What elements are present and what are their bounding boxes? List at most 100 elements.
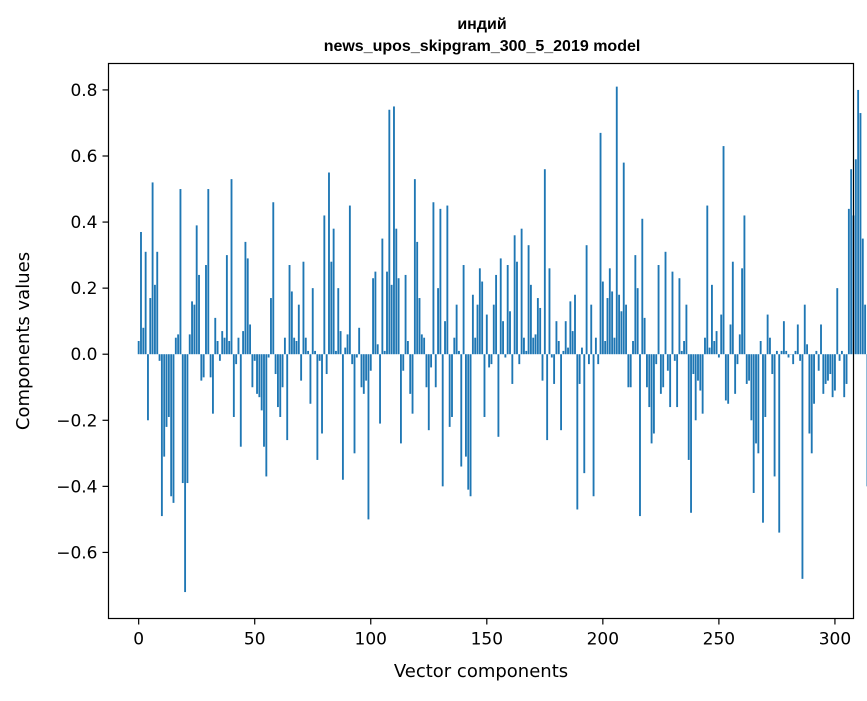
bar: [463, 265, 465, 354]
bar: [667, 354, 669, 371]
bar: [660, 354, 662, 394]
bar: [753, 354, 755, 493]
bar: [669, 354, 671, 407]
bar: [827, 354, 829, 380]
bar: [716, 331, 718, 354]
bar: [769, 338, 771, 355]
bar: [161, 354, 163, 516]
bar: [316, 354, 318, 460]
bar: [558, 341, 560, 354]
bar: [839, 354, 841, 361]
bar: [379, 354, 381, 423]
bar: [400, 354, 402, 443]
y-tick-label: −0.6: [56, 543, 97, 563]
bar: [697, 354, 699, 380]
bar: [542, 354, 544, 380]
bar: [864, 305, 866, 355]
bar: [674, 354, 676, 361]
bar: [221, 331, 223, 354]
bar: [388, 110, 390, 354]
bar: [797, 324, 799, 354]
bar: [279, 354, 281, 417]
bar: [307, 351, 309, 354]
bar: [219, 354, 221, 361]
bar: [488, 354, 490, 367]
bar: [196, 225, 198, 354]
bar: [291, 291, 293, 354]
bar: [149, 298, 151, 354]
bar: [442, 354, 444, 486]
bar: [437, 288, 439, 354]
bar: [732, 262, 734, 355]
bar: [574, 295, 576, 354]
bar: [386, 272, 388, 355]
bar: [811, 354, 813, 453]
bar: [644, 318, 646, 354]
bar: [611, 291, 613, 354]
bar: [377, 344, 379, 354]
x-tick-label: 100: [355, 630, 387, 650]
bar: [799, 354, 801, 361]
bar: [173, 354, 175, 503]
bar: [186, 354, 188, 483]
bar: [502, 321, 504, 354]
chart-title-line2: news_upos_skipgram_300_5_2019 model: [324, 38, 641, 55]
bar: [472, 295, 474, 354]
bar: [685, 305, 687, 355]
bar: [460, 354, 462, 466]
bar: [444, 321, 446, 354]
bar: [713, 341, 715, 354]
bar: [275, 354, 277, 374]
bar: [834, 354, 836, 390]
bar: [672, 272, 674, 355]
bar: [514, 235, 516, 354]
bar: [757, 354, 759, 453]
bar: [553, 354, 555, 384]
bar: [166, 354, 168, 427]
bar: [857, 90, 859, 354]
bar: [725, 354, 727, 400]
bar: [451, 354, 453, 417]
bar: [142, 328, 144, 354]
bar: [491, 354, 493, 364]
bar: [180, 189, 182, 354]
bar: [207, 189, 209, 354]
bar: [846, 354, 848, 384]
bar: [658, 265, 660, 354]
y-tick-label: 0.8: [70, 81, 97, 101]
bar: [191, 301, 193, 354]
bar: [258, 354, 260, 397]
bar: [850, 169, 852, 354]
bar: [361, 354, 363, 387]
bar: [477, 305, 479, 355]
bar: [393, 106, 395, 354]
bar: [381, 239, 383, 355]
x-tick-label: 0: [133, 630, 144, 650]
bar: [862, 239, 864, 355]
bar: [210, 354, 212, 377]
bar: [620, 311, 622, 354]
bar: [423, 338, 425, 355]
bar: [581, 348, 583, 355]
bar: [781, 351, 783, 354]
bar: [653, 354, 655, 433]
bar: [430, 354, 432, 367]
bar: [333, 229, 335, 355]
x-tick-label: 150: [471, 630, 503, 650]
bar: [398, 278, 400, 354]
bar: [330, 262, 332, 355]
x-tick-label: 200: [587, 630, 619, 650]
bar: [630, 354, 632, 387]
bar: [530, 285, 532, 354]
bar: [806, 344, 808, 354]
bar: [832, 354, 834, 397]
bar: [342, 354, 344, 480]
bar: [822, 354, 824, 394]
bar: [205, 265, 207, 354]
bar: [354, 354, 356, 453]
bar: [321, 354, 323, 433]
bar: [535, 334, 537, 354]
